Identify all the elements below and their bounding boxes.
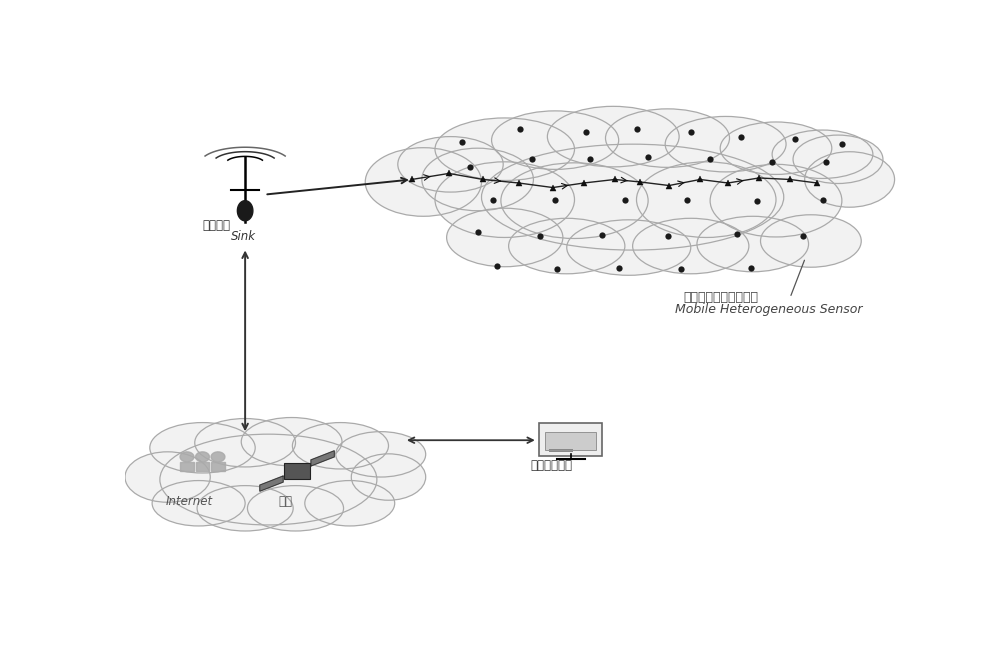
Ellipse shape bbox=[422, 148, 533, 211]
Ellipse shape bbox=[633, 218, 749, 274]
Ellipse shape bbox=[665, 117, 786, 172]
Ellipse shape bbox=[365, 147, 482, 216]
Text: 汇聚节点: 汇聚节点 bbox=[202, 219, 230, 232]
Ellipse shape bbox=[197, 485, 293, 531]
Ellipse shape bbox=[761, 215, 861, 267]
Polygon shape bbox=[311, 451, 334, 466]
Ellipse shape bbox=[351, 454, 426, 500]
Ellipse shape bbox=[567, 220, 691, 275]
Ellipse shape bbox=[447, 208, 563, 267]
Ellipse shape bbox=[435, 162, 574, 238]
Polygon shape bbox=[196, 462, 209, 471]
Polygon shape bbox=[260, 476, 283, 491]
FancyBboxPatch shape bbox=[549, 451, 573, 453]
Text: 可移动异构传感器节点: 可移动异构传感器节点 bbox=[683, 291, 758, 303]
Polygon shape bbox=[180, 462, 194, 471]
Ellipse shape bbox=[772, 130, 873, 178]
Ellipse shape bbox=[606, 109, 730, 168]
Ellipse shape bbox=[547, 106, 679, 167]
Ellipse shape bbox=[305, 481, 395, 526]
Ellipse shape bbox=[336, 432, 426, 477]
Ellipse shape bbox=[710, 164, 842, 237]
Ellipse shape bbox=[435, 118, 574, 181]
Ellipse shape bbox=[152, 481, 245, 526]
Text: Mobile Heterogeneous Sensor: Mobile Heterogeneous Sensor bbox=[675, 303, 863, 316]
Text: 任务管理节点: 任务管理节点 bbox=[530, 459, 572, 472]
FancyBboxPatch shape bbox=[549, 449, 573, 450]
Ellipse shape bbox=[125, 452, 210, 502]
Ellipse shape bbox=[793, 135, 883, 183]
Text: Internet: Internet bbox=[165, 495, 212, 508]
Ellipse shape bbox=[160, 434, 377, 525]
Ellipse shape bbox=[637, 162, 776, 238]
Ellipse shape bbox=[501, 163, 648, 238]
FancyBboxPatch shape bbox=[539, 422, 602, 456]
Ellipse shape bbox=[697, 216, 809, 272]
Ellipse shape bbox=[247, 485, 344, 531]
Ellipse shape bbox=[292, 422, 389, 469]
Polygon shape bbox=[196, 452, 209, 462]
FancyBboxPatch shape bbox=[545, 432, 596, 450]
Polygon shape bbox=[180, 452, 194, 462]
Ellipse shape bbox=[150, 422, 255, 473]
Ellipse shape bbox=[509, 218, 625, 274]
Polygon shape bbox=[211, 452, 225, 462]
Ellipse shape bbox=[241, 417, 342, 466]
Text: Sink: Sink bbox=[231, 230, 256, 243]
Polygon shape bbox=[211, 462, 225, 471]
Ellipse shape bbox=[398, 137, 503, 192]
Ellipse shape bbox=[720, 122, 832, 174]
FancyBboxPatch shape bbox=[284, 463, 310, 479]
Polygon shape bbox=[237, 200, 253, 221]
Ellipse shape bbox=[195, 419, 296, 467]
Ellipse shape bbox=[492, 111, 619, 170]
Text: 卫星: 卫星 bbox=[278, 495, 292, 508]
Ellipse shape bbox=[482, 144, 784, 250]
Ellipse shape bbox=[805, 152, 895, 207]
